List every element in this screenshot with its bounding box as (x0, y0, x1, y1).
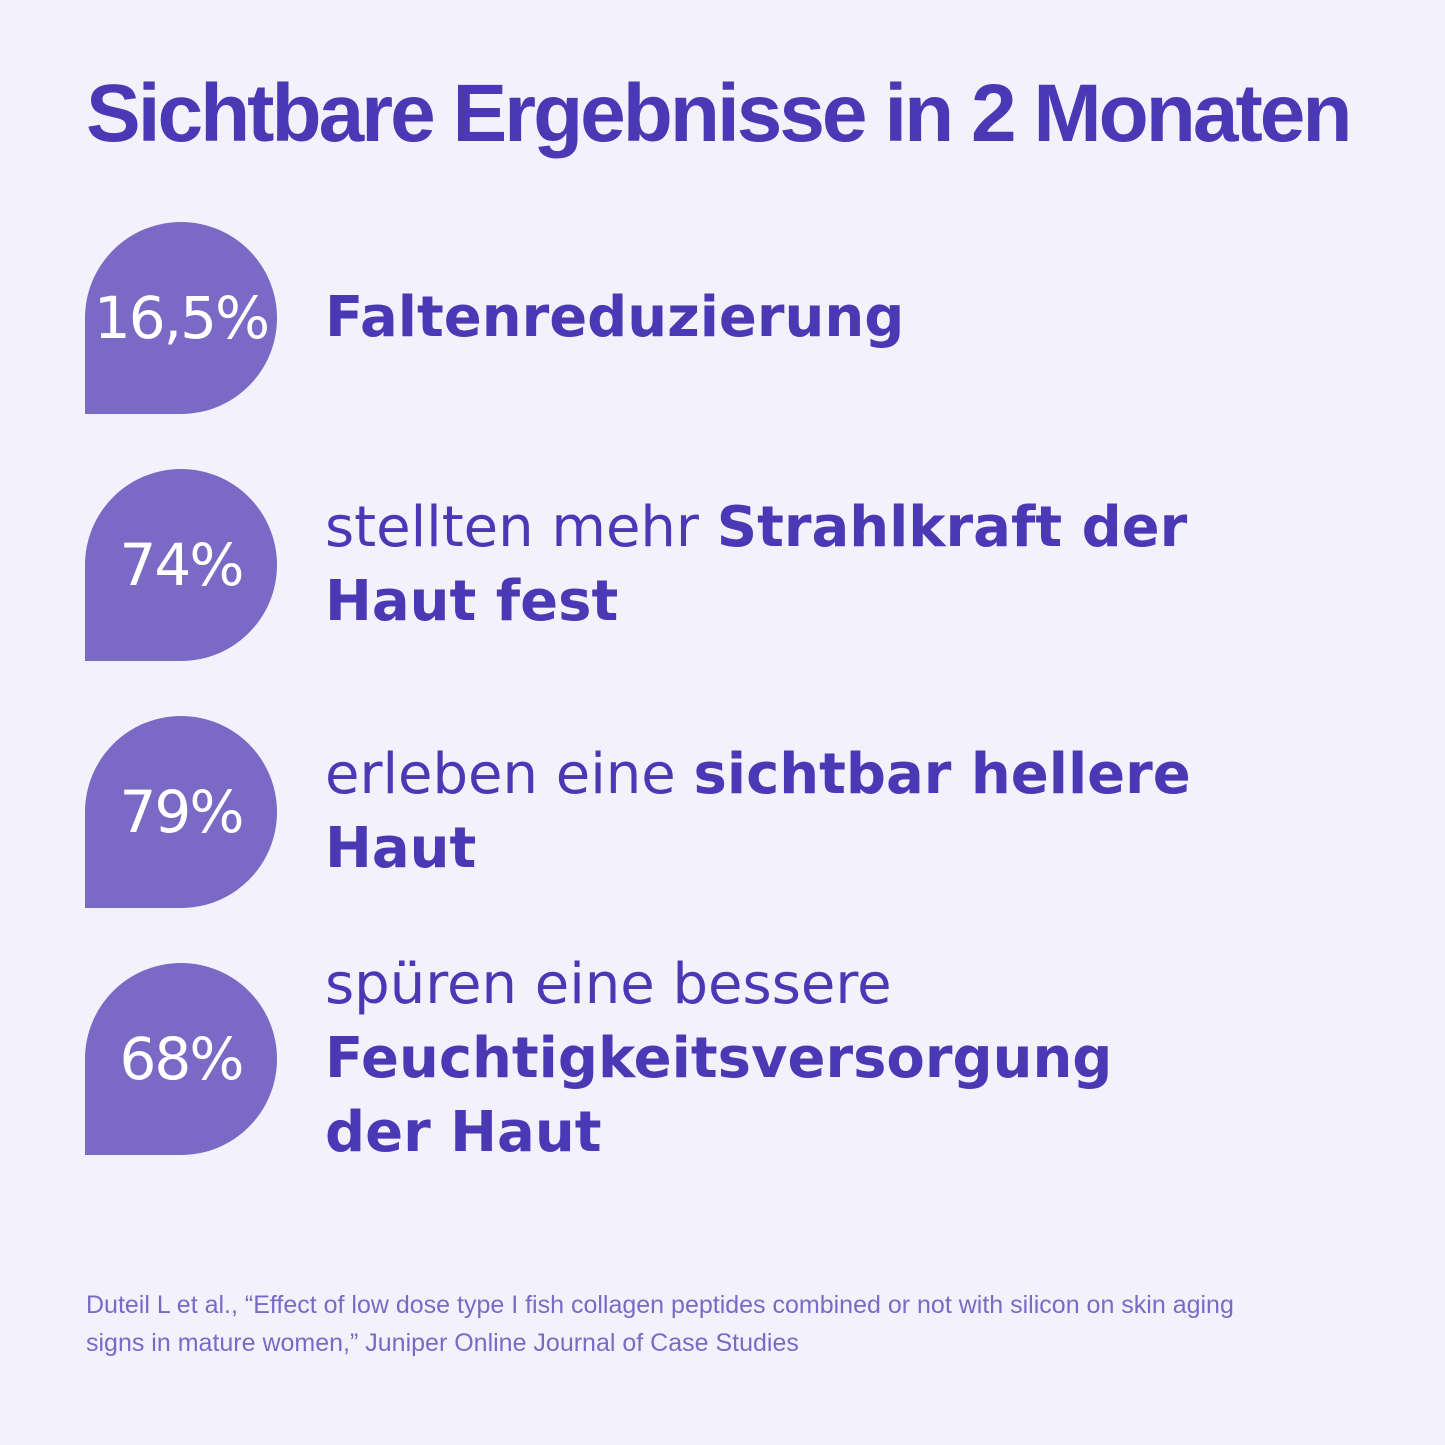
stat-row-wrinkle-reduction: 16,5% Faltenreduzierung (85, 222, 1385, 414)
stat-description-bold: Faltenreduzierung (325, 285, 905, 350)
source-citation: Duteil L et al., “Effect of low dose typ… (86, 1291, 1234, 1357)
stat-percent: 74% (119, 531, 245, 599)
stat-percent: 68% (119, 1025, 245, 1093)
stat-percent: 79% (119, 778, 245, 846)
stat-percent: 16,5% (93, 284, 270, 352)
stat-description-regular: erleben eine (325, 742, 694, 807)
stat-description: spüren eine bessere Feuchtigkeitsversorg… (325, 952, 1225, 1165)
droplet-badge: 79% (85, 716, 277, 908)
stat-description-regular: spüren eine bessere (325, 952, 892, 1017)
stat-row-hydration: 68% spüren eine bessere Feuchtigkeitsver… (85, 952, 1385, 1165)
stat-description-bold: sichtbar hellere Haut (325, 742, 1191, 881)
stat-description-bold: Feuchtigkeitsversorgung der Haut (325, 1026, 1113, 1165)
stat-description-regular: stellten mehr (325, 495, 717, 560)
stat-description: Faltenreduzierung (325, 222, 1285, 414)
stat-description: stellten mehr Strahlkraft der Haut fest (325, 469, 1285, 661)
page-title: Sichtbare Ergebnisse in 2 Monaten (86, 68, 1352, 159)
stat-row-radiance: 74% stellten mehr Strahlkraft der Haut f… (85, 469, 1385, 661)
stat-row-brighter-skin: 79% erleben eine sichtbar hellere Haut (85, 716, 1385, 908)
droplet-badge: 16,5% (85, 222, 277, 414)
droplet-badge: 74% (85, 469, 277, 661)
droplet-badge: 68% (85, 963, 277, 1155)
stat-description: erleben eine sichtbar hellere Haut (325, 716, 1285, 908)
stat-description-bold: Strahlkraft der Haut fest (325, 495, 1188, 634)
